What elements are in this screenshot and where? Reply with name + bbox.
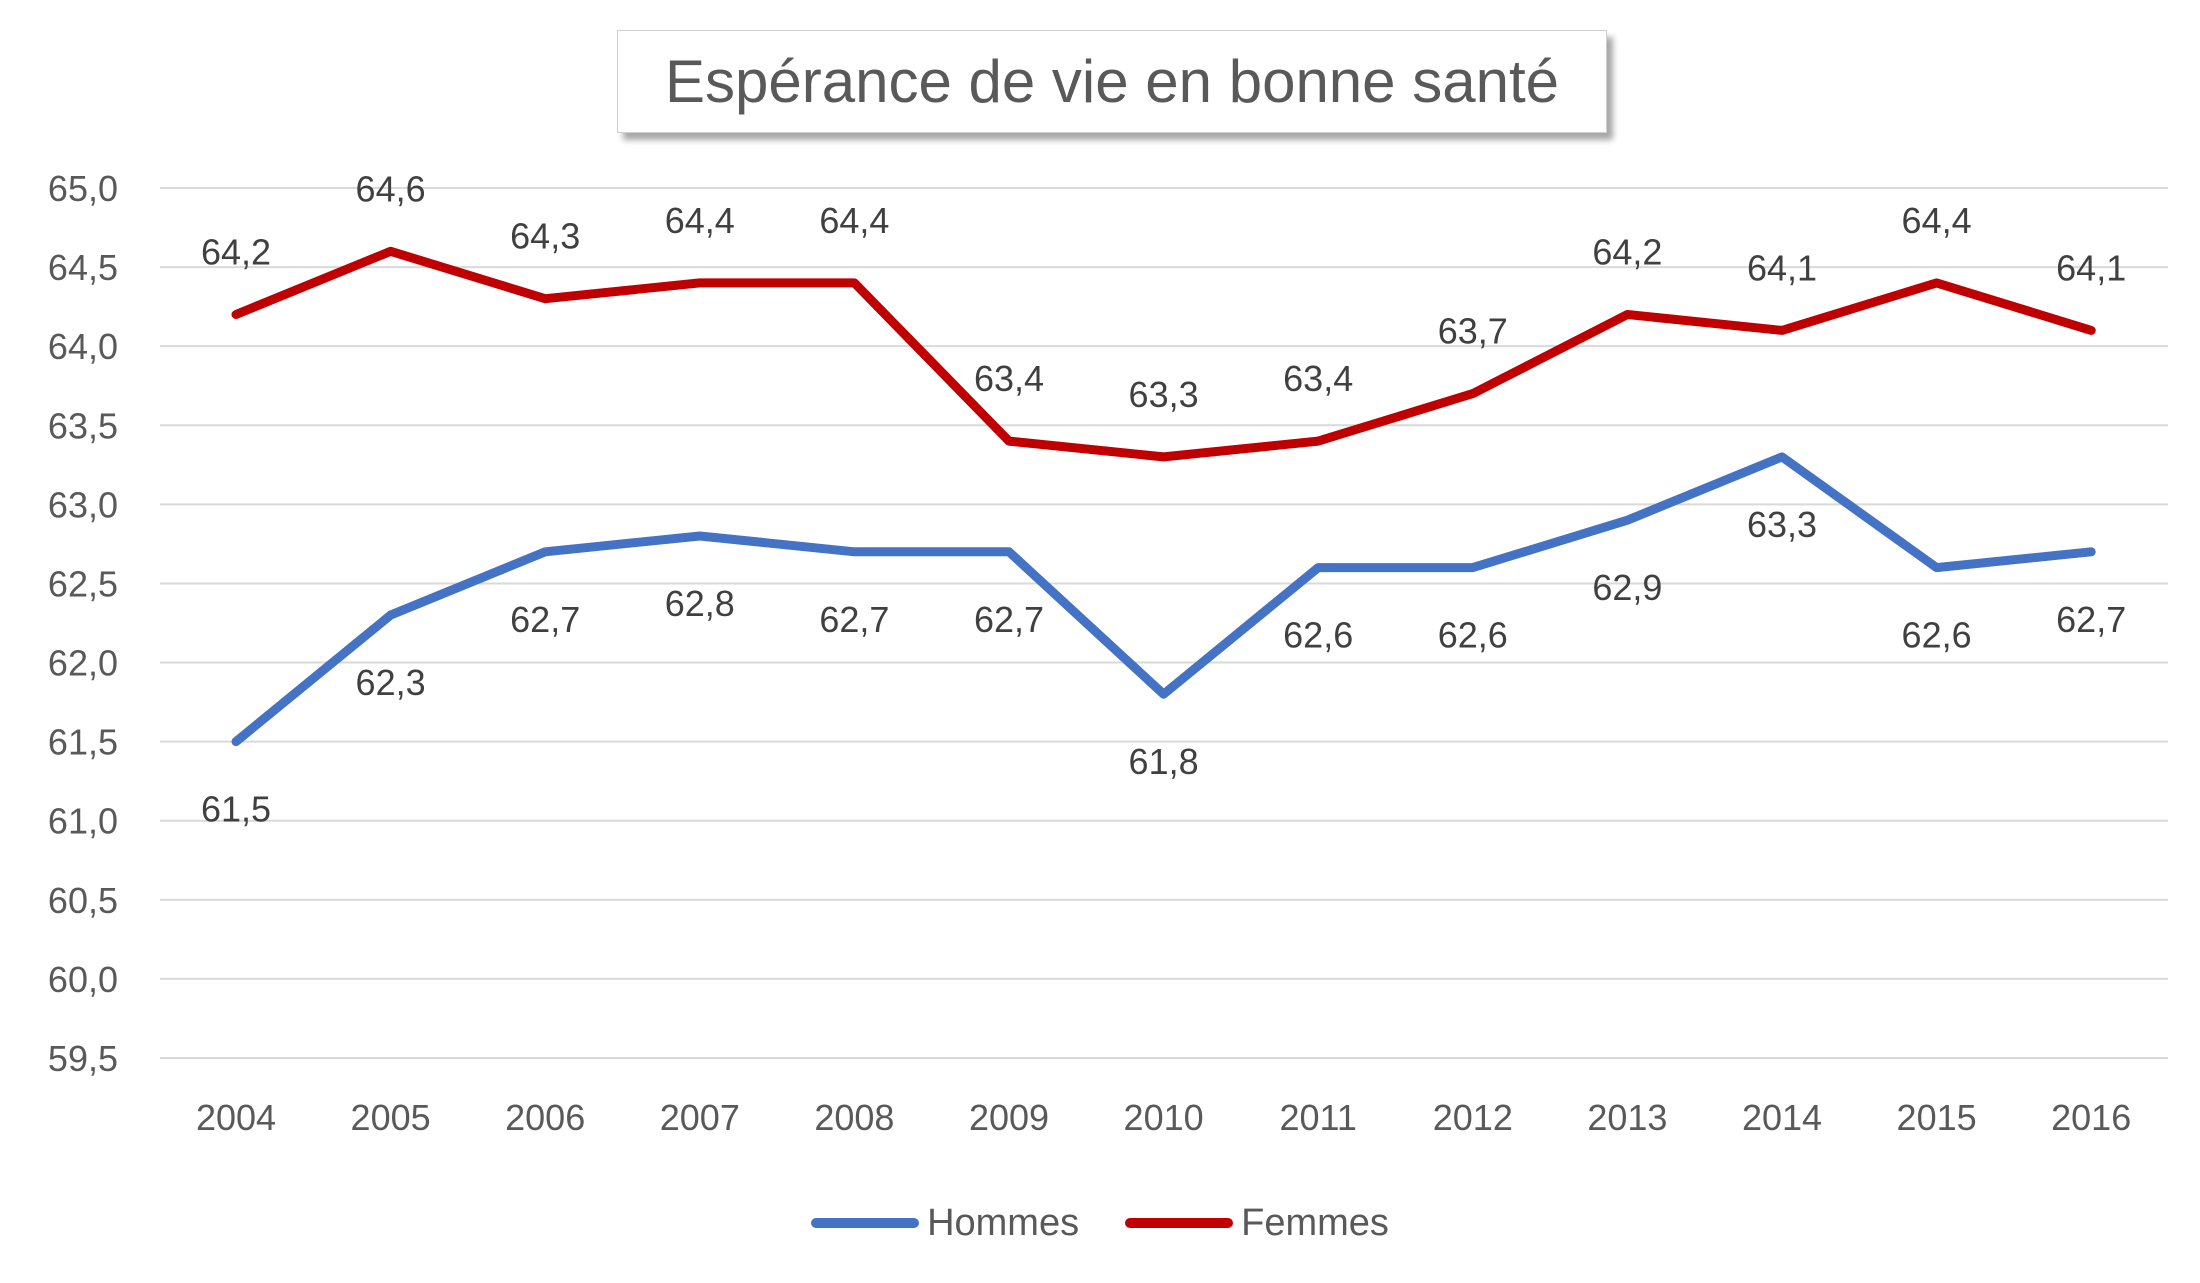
data-label-hommes: 62,7 <box>819 599 889 640</box>
y-tick-label: 63,0 <box>48 484 118 525</box>
x-axis: 2004 2005 2006 2007 2008 2009 2010 2011 2012 2013… <box>196 1097 2131 1138</box>
x-tick-label: 2011 <box>1279 1097 1356 1138</box>
data-label-hommes: 62,3 <box>356 662 426 703</box>
data-label-hommes: 62,7 <box>510 599 580 640</box>
data-label-hommes: 62,6 <box>1438 615 1508 656</box>
data-label-femmes: 64,4 <box>1902 200 1972 241</box>
x-tick-label: 2016 <box>2051 1097 2131 1138</box>
data-label-hommes: 62,7 <box>2056 599 2126 640</box>
x-tick-label: 2007 <box>660 1097 740 1138</box>
legend-swatch-femmes <box>1125 1218 1234 1228</box>
data-label-femmes: 64,6 <box>356 168 426 209</box>
y-tick-label: 63,5 <box>48 405 118 446</box>
x-tick-label: 2013 <box>1587 1097 1667 1138</box>
chart-title: Espérance de vie en bonne santé <box>665 48 1559 115</box>
x-tick-label: 2005 <box>351 1097 431 1138</box>
y-tick-label: 62,5 <box>48 563 118 604</box>
y-tick-label: 61,0 <box>48 801 118 842</box>
y-tick-label: 65,0 <box>48 168 118 209</box>
data-label-hommes: 62,8 <box>665 583 735 624</box>
data-label-hommes: 61,8 <box>1129 741 1199 782</box>
data-label-femmes: 63,3 <box>1129 374 1199 415</box>
data-label-hommes: 62,7 <box>974 599 1044 640</box>
x-tick-label: 2012 <box>1433 1097 1513 1138</box>
y-tick-label: 62,0 <box>48 643 118 684</box>
data-label-femmes: 64,3 <box>510 216 580 257</box>
data-label-femmes: 63,7 <box>1438 311 1508 352</box>
series-line-femmes <box>231 246 2096 462</box>
series-lines <box>231 246 2096 747</box>
data-label-femmes: 64,4 <box>819 200 889 241</box>
data-label-femmes: 64,4 <box>665 200 735 241</box>
data-label-hommes: 62,6 <box>1283 615 1353 656</box>
data-label-hommes: 62,9 <box>1592 567 1662 608</box>
y-tick-label: 64,5 <box>48 247 118 288</box>
y-tick-label: 60,5 <box>48 880 118 921</box>
y-tick-label: 60,0 <box>48 959 118 1000</box>
x-tick-label: 2009 <box>969 1097 1049 1138</box>
data-label-femmes: 64,2 <box>1592 232 1662 273</box>
x-tick-label: 2014 <box>1742 1097 1822 1138</box>
data-label-femmes: 63,4 <box>974 358 1044 399</box>
y-axis: 59,5 60,0 60,5 61,0 61,5 62,0 62,5 63,0 63,5 64,0… <box>48 168 118 1079</box>
data-label-hommes: 61,5 <box>201 789 271 830</box>
x-tick-label: 2004 <box>196 1097 276 1138</box>
data-label-femmes: 64,1 <box>1747 247 1817 288</box>
y-tick-label: 61,5 <box>48 722 118 763</box>
data-label-femmes: 64,2 <box>201 232 271 273</box>
x-tick-label: 2006 <box>505 1097 585 1138</box>
chart-title-box: Espérance de vie en bonne santé <box>617 30 1607 133</box>
legend-label-femmes: Femmes <box>1241 1201 1389 1244</box>
legend-swatch-hommes <box>811 1218 920 1228</box>
data-labels: 61,5 62,3 62,7 62,8 62,7 62,7 61,8 62,6 62,6 62,9… <box>201 168 2126 829</box>
legend: Hommes Femmes <box>0 1193 2200 1253</box>
data-label-hommes: 63,3 <box>1747 504 1817 545</box>
data-label-hommes: 62,6 <box>1902 615 1972 656</box>
legend-item-hommes: Hommes <box>811 1202 1079 1245</box>
data-label-femmes: 63,4 <box>1283 358 1353 399</box>
legend-label-hommes: Hommes <box>927 1201 1080 1244</box>
y-tick-label: 64,0 <box>48 326 118 367</box>
y-tick-label: 59,5 <box>48 1038 118 1079</box>
x-tick-label: 2010 <box>1124 1097 1204 1138</box>
data-label-femmes: 64,1 <box>2056 247 2126 288</box>
x-tick-label: 2015 <box>1897 1097 1977 1138</box>
series-line-hommes <box>231 452 2096 747</box>
gridlines <box>160 187 2168 1059</box>
x-tick-label: 2008 <box>814 1097 894 1138</box>
legend-item-femmes: Femmes <box>1125 1202 1389 1245</box>
